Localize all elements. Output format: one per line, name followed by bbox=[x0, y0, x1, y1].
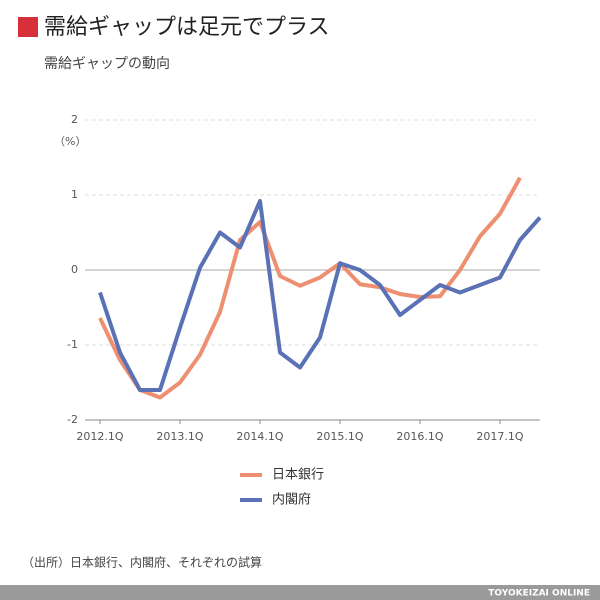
y-tick-label: -2 bbox=[67, 413, 78, 426]
legend-label: 内閣府 bbox=[272, 492, 311, 508]
chart-subtitle: 需給ギャップの動向 bbox=[44, 56, 170, 72]
y-tick-label: 2 bbox=[71, 113, 78, 126]
source-note: （出所）日本銀行、内閣府、それぞれの試算 bbox=[22, 555, 262, 570]
x-tick-label: 2016.1Q bbox=[396, 430, 443, 443]
x-tick-label: 2013.1Q bbox=[156, 430, 203, 443]
y-tick-label: 1 bbox=[71, 188, 78, 201]
footer-text: TOYOKEIZAI ONLINE bbox=[488, 589, 590, 599]
x-tick-label: 2014.1Q bbox=[236, 430, 283, 443]
y-tick-label: -1 bbox=[67, 338, 78, 351]
footer-bar bbox=[0, 585, 600, 600]
x-tick-label: 2015.1Q bbox=[316, 430, 363, 443]
chart-title: 需給ギャップは足元でプラス bbox=[44, 15, 330, 40]
x-tick-label: 2017.1Q bbox=[476, 430, 523, 443]
x-tick-label: 2012.1Q bbox=[76, 430, 123, 443]
series-line bbox=[98, 199, 542, 392]
legend-label: 日本銀行 bbox=[272, 468, 324, 483]
title-marker bbox=[18, 17, 38, 37]
y-unit: （%） bbox=[54, 135, 86, 148]
y-tick-label: 0 bbox=[71, 263, 78, 276]
series-line bbox=[98, 176, 522, 400]
